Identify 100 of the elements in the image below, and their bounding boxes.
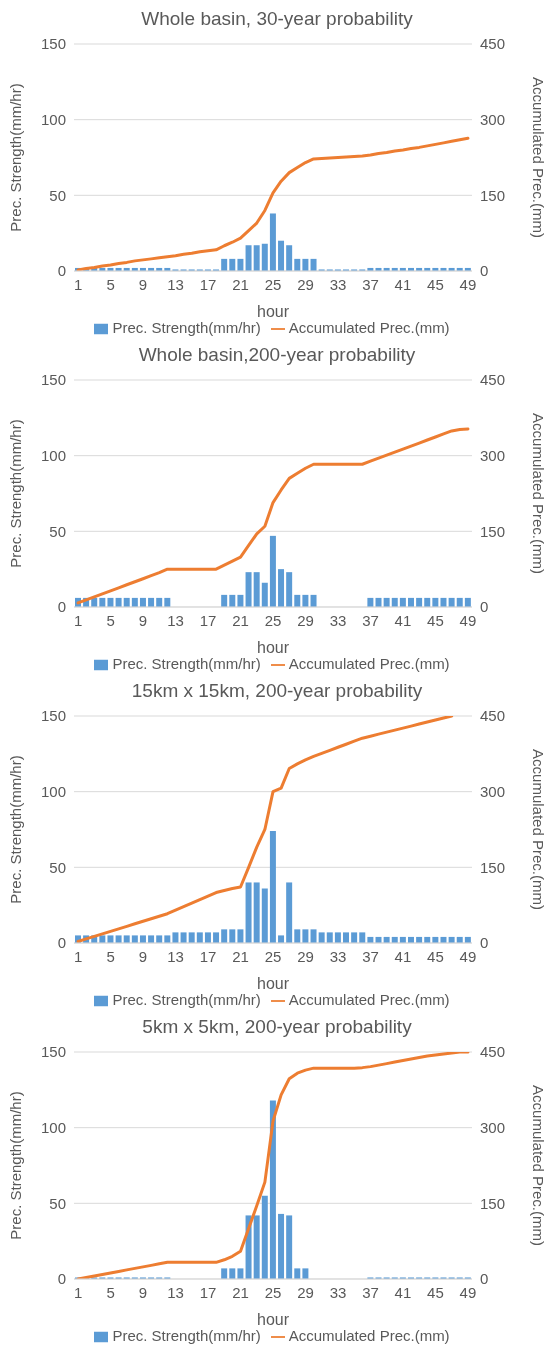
x-tick-label: 41	[394, 947, 412, 965]
y2-axis-title: Accumulated Prec.(mm)	[529, 77, 547, 238]
x-tick-label: 33	[329, 947, 347, 965]
y-axis-title: Prec. Strength(mm/hr)	[7, 419, 25, 568]
chart-title: 15km x 15km, 200-year probability	[130, 680, 424, 703]
y2-tick-label: 0	[480, 1270, 489, 1288]
legend-label: Prec. Strength(mm/hr)	[112, 990, 261, 1008]
x-tick-label: 45	[427, 947, 444, 965]
y2-tick-label: 150	[480, 186, 506, 204]
x-tick-label: 9	[138, 947, 148, 965]
x-tick-label: 29	[297, 1283, 314, 1301]
y2-tick-label: 450	[480, 371, 506, 389]
y-tick-label: 150	[40, 1043, 66, 1061]
x-tick-label: 13	[167, 275, 184, 293]
x-tick-label: 17	[199, 947, 217, 965]
x-tick-label: 49	[459, 275, 477, 293]
x-tick-label: 29	[297, 611, 314, 629]
x-tick-label: 1	[73, 611, 83, 629]
y-tick-label: 150	[40, 371, 66, 389]
x-axis-title: hour	[256, 974, 290, 992]
y2-tick-label: 150	[480, 522, 506, 540]
legend-label: Prec. Strength(mm/hr)	[112, 1326, 261, 1344]
y2-tick-label: 300	[480, 446, 506, 464]
x-tick-label: 41	[394, 1283, 412, 1301]
y2-tick-label: 150	[480, 858, 506, 876]
x-tick-label: 25	[264, 1283, 282, 1301]
y-tick-label: 0	[57, 934, 66, 952]
y2-axis-title: Accumulated Prec.(mm)	[529, 1085, 547, 1246]
x-tick-label: 45	[427, 1283, 444, 1301]
x-tick-label: 33	[329, 611, 347, 629]
y-tick-label: 100	[40, 110, 66, 128]
y2-tick-label: 300	[480, 110, 506, 128]
chart-title: 5km x 5km, 200-year probability	[141, 1016, 413, 1039]
y2-tick-label: 0	[480, 934, 489, 952]
chart-title: Whole basin, 30-year probability	[140, 8, 414, 31]
x-axis-title: hour	[256, 1310, 290, 1328]
y-tick-label: 100	[40, 782, 66, 800]
x-tick-label: 37	[362, 947, 379, 965]
legend-label: Accumulated Prec.(mm)	[288, 990, 450, 1008]
y2-axis-title: Accumulated Prec.(mm)	[529, 413, 547, 574]
y-tick-label: 100	[40, 1118, 66, 1136]
y2-axis-title: Accumulated Prec.(mm)	[529, 749, 547, 910]
y2-tick-label: 150	[480, 1194, 506, 1212]
x-tick-label: 49	[459, 947, 477, 965]
y-tick-label: 150	[40, 35, 66, 53]
x-tick-label: 5	[106, 947, 115, 965]
y2-tick-label: 450	[480, 35, 506, 53]
y-tick-label: 0	[57, 262, 66, 280]
y2-tick-label: 0	[480, 262, 489, 280]
x-tick-label: 1	[73, 947, 83, 965]
y2-tick-label: 450	[480, 707, 506, 725]
x-tick-label: 49	[459, 611, 477, 629]
x-axis-title: hour	[256, 638, 290, 656]
x-tick-label: 13	[167, 947, 184, 965]
x-tick-label: 5	[106, 611, 115, 629]
legend-label: Accumulated Prec.(mm)	[288, 654, 450, 672]
x-tick-label: 49	[459, 1283, 477, 1301]
x-tick-label: 41	[394, 275, 412, 293]
x-tick-label: 21	[232, 611, 249, 629]
x-tick-label: 5	[106, 275, 115, 293]
x-tick-label: 1	[73, 1283, 83, 1301]
y-tick-label: 50	[49, 522, 66, 540]
x-tick-label: 17	[199, 1283, 217, 1301]
x-tick-label: 17	[199, 611, 217, 629]
chart-title: Whole basin,200-year probability	[137, 344, 417, 367]
legend-label: Accumulated Prec.(mm)	[288, 1326, 450, 1344]
x-tick-label: 45	[427, 611, 444, 629]
legend-label: Accumulated Prec.(mm)	[288, 318, 450, 336]
x-tick-label: 13	[167, 1283, 184, 1301]
y-axis-title: Prec. Strength(mm/hr)	[7, 83, 25, 232]
x-tick-label: 21	[232, 947, 249, 965]
x-tick-label: 37	[362, 611, 379, 629]
y-tick-label: 0	[57, 1270, 66, 1288]
y-tick-label: 150	[40, 707, 66, 725]
x-tick-label: 1	[73, 275, 83, 293]
x-tick-label: 9	[138, 611, 148, 629]
y2-tick-label: 300	[480, 1118, 506, 1136]
y-tick-label: 0	[57, 598, 66, 616]
x-axis-title: hour	[256, 302, 290, 320]
legend-label: Prec. Strength(mm/hr)	[112, 318, 261, 336]
x-tick-label: 29	[297, 947, 314, 965]
x-tick-label: 9	[138, 275, 148, 293]
x-tick-label: 29	[297, 275, 314, 293]
x-tick-label: 41	[394, 611, 412, 629]
x-tick-label: 33	[329, 1283, 347, 1301]
y-tick-label: 50	[49, 1194, 66, 1212]
y-axis-title: Prec. Strength(mm/hr)	[7, 1091, 25, 1240]
y2-tick-label: 300	[480, 782, 506, 800]
x-tick-label: 9	[138, 1283, 148, 1301]
x-tick-label: 17	[199, 275, 217, 293]
y-tick-label: 100	[40, 446, 66, 464]
legend-label: Prec. Strength(mm/hr)	[112, 654, 261, 672]
x-tick-label: 21	[232, 1283, 249, 1301]
y2-tick-label: 0	[480, 598, 489, 616]
x-tick-label: 13	[167, 611, 184, 629]
x-tick-label: 25	[264, 947, 282, 965]
y2-tick-label: 450	[480, 1043, 506, 1061]
y-axis-title: Prec. Strength(mm/hr)	[7, 755, 25, 904]
x-tick-label: 33	[329, 275, 347, 293]
y-tick-label: 50	[49, 186, 66, 204]
